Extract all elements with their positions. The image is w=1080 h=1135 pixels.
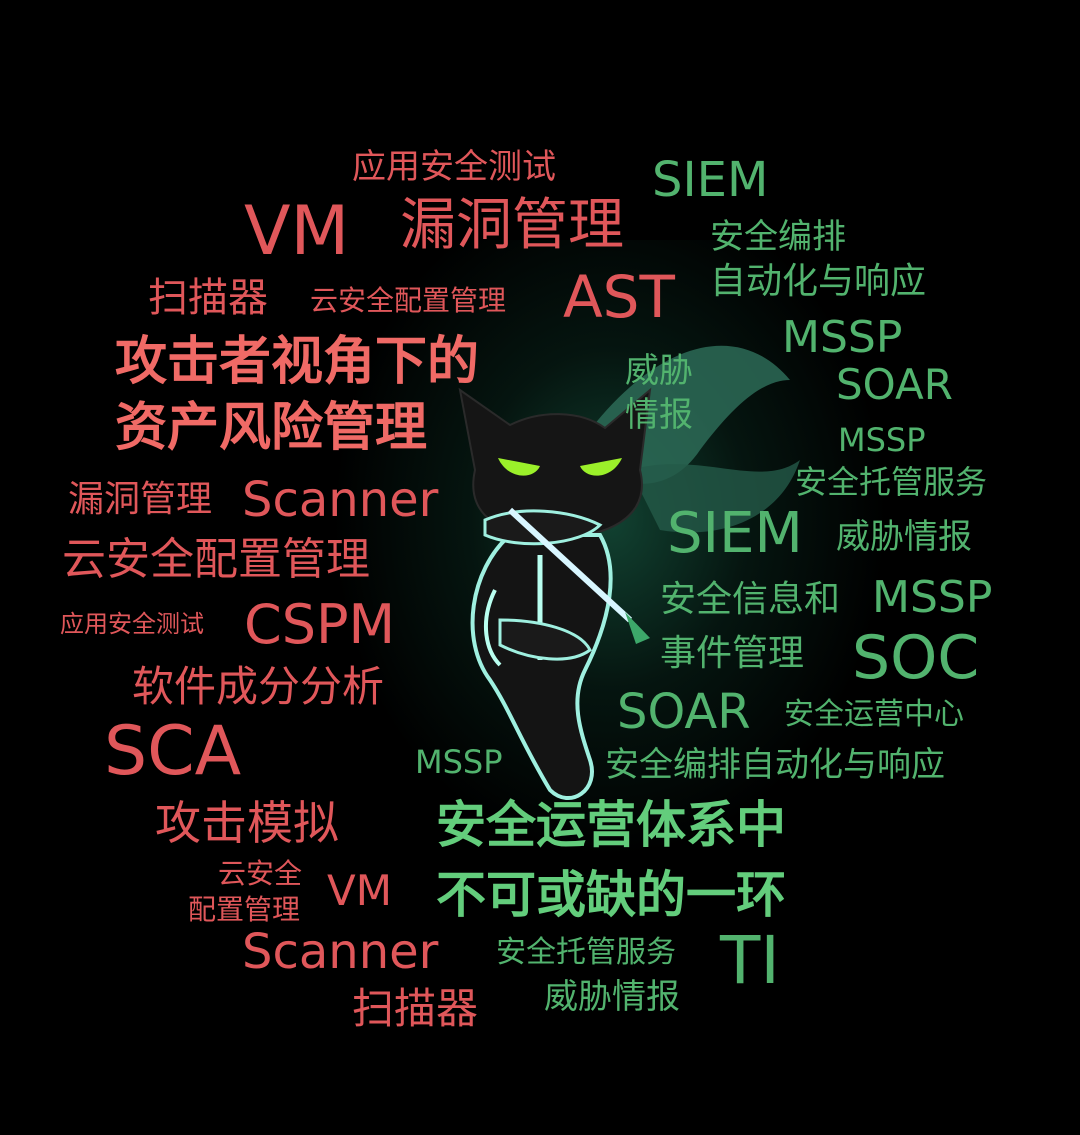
word-green: SIEM <box>652 152 769 208</box>
word-red: Scanner <box>242 924 439 980</box>
word-red: 漏洞管理 <box>68 479 213 520</box>
word-red: 应用安全测试 <box>352 147 556 187</box>
word-red: VM <box>327 866 392 915</box>
word-green: MSSP <box>782 312 903 363</box>
word-green: 安全托管服务 <box>496 935 676 970</box>
word-green: 自动化与响应 <box>710 261 927 302</box>
word-red: 云安全配置管理 <box>62 534 370 585</box>
word-green: TI <box>720 922 780 999</box>
ninja-cat-mascot-icon <box>458 345 800 801</box>
word-green: 威胁 <box>625 351 693 391</box>
word-red: VM <box>244 192 350 271</box>
word-red: 云安全配置管理 <box>310 284 507 317</box>
word-red: Scanner <box>242 472 439 528</box>
word-red: 云安全 <box>218 857 303 890</box>
background-glow <box>330 240 890 860</box>
word-green: SOAR <box>836 360 953 409</box>
word-green: SOAR <box>617 684 751 740</box>
word-red: 扫描器 <box>352 984 479 1033</box>
headline-green-line-2: 不可或缺的一环 <box>436 866 786 924</box>
word-red: SCA <box>104 712 242 791</box>
word-green: 安全信息和 <box>660 579 841 620</box>
word-red: CSPM <box>244 593 396 656</box>
word-red: 配置管理 <box>188 893 301 926</box>
word-red: AST <box>563 263 675 331</box>
word-red: 扫描器 <box>148 275 268 321</box>
headline-red-line-1: 攻击者视角下的 <box>115 332 480 392</box>
word-green: MSSP <box>872 572 993 623</box>
word-green: SOC <box>852 623 980 693</box>
word-green: MSSP <box>415 743 503 781</box>
word-green: 威胁情报 <box>836 517 972 557</box>
word-green: 事件管理 <box>660 633 805 674</box>
word-green: 威胁情报 <box>544 977 680 1017</box>
word-green: 情报 <box>625 395 693 435</box>
word-red: 漏洞管理 <box>400 193 624 258</box>
headline-green-line-1: 安全运营体系中 <box>436 796 786 854</box>
headline-red-line-2: 资产风险管理 <box>115 398 428 458</box>
word-green: 安全编排自动化与响应 <box>605 745 945 785</box>
word-green: MSSP <box>838 421 926 459</box>
word-green: 安全托管服务 <box>795 463 988 501</box>
word-red: 应用安全测试 <box>60 610 204 638</box>
word-red: 软件成分分析 <box>132 662 385 711</box>
word-green: 安全编排 <box>710 217 846 257</box>
word-red: 攻击模拟 <box>155 796 339 850</box>
word-green: 安全运营中心 <box>784 697 964 732</box>
word-green: SIEM <box>667 501 803 566</box>
